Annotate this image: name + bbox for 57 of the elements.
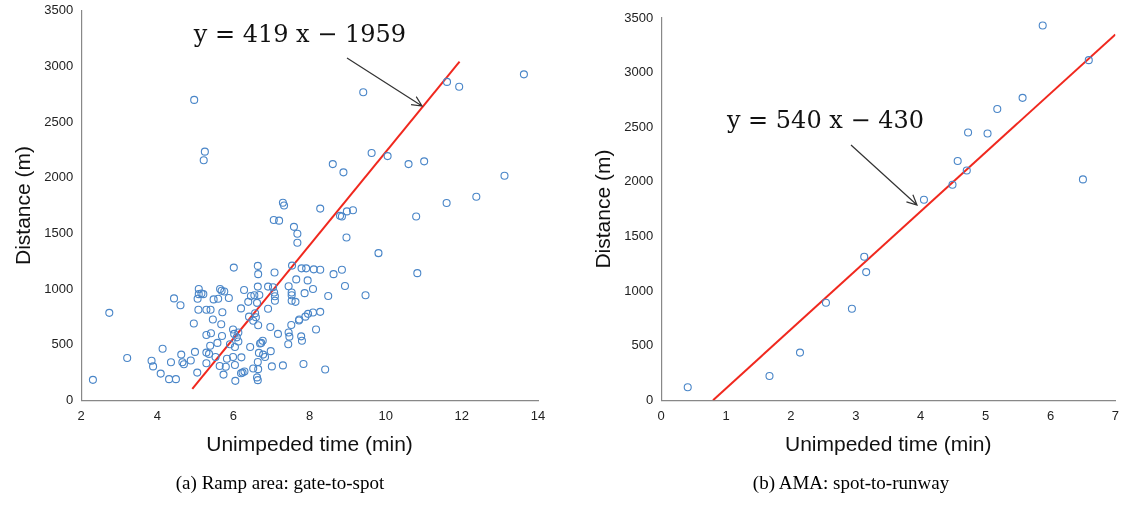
annotation: y = 419 x − 1959 [192, 20, 407, 49]
x-tick-label: 7 [1111, 407, 1119, 423]
y-tick-label: 3000 [624, 64, 654, 80]
point [847, 304, 856, 313]
x-tick-label: 3 [852, 407, 860, 423]
point [983, 129, 992, 138]
point [948, 180, 957, 189]
x-tick-label: 5 [981, 407, 990, 423]
point [860, 252, 869, 261]
point [1018, 93, 1027, 102]
text: (b) AMA: spot-to-runway [751, 472, 951, 494]
y-tick-label: 0 [645, 391, 654, 407]
y-tick-label: 2000 [44, 169, 74, 185]
x-tick-label: 4 [917, 407, 925, 423]
annotation: y = 540 x − 430 [725, 105, 924, 134]
text: (a) Ramp area: gate-to-spot [174, 472, 386, 494]
x-tick-label: 8 [305, 407, 314, 423]
y-tick-label: 2000 [624, 173, 654, 189]
point [1038, 21, 1047, 30]
point [765, 372, 774, 381]
y-tick-label: 1000 [624, 282, 654, 298]
y-tick-label: 0 [65, 391, 74, 407]
point [1084, 56, 1093, 65]
point [993, 105, 1002, 114]
x-tick-label: 6 [229, 407, 238, 423]
point [919, 195, 928, 204]
y-tick-label: 1500 [44, 224, 74, 240]
y-axis-title: Distance (m) [591, 149, 615, 269]
point [821, 298, 830, 307]
point [862, 268, 871, 277]
point [962, 166, 971, 175]
y-axis-title: Distance (m) [11, 145, 35, 266]
y-tick-label: 3000 [44, 58, 74, 74]
x-tick-label: 12 [454, 407, 470, 423]
x-tick-label: 10 [378, 407, 393, 423]
x-tick-label: 0 [657, 407, 665, 423]
x-tick-label: 14 [530, 407, 546, 423]
y-tick-label: 500 [51, 336, 74, 352]
y-tick-label: 1500 [624, 227, 654, 243]
point [795, 348, 805, 357]
point [953, 157, 962, 166]
y-tick-label: 2500 [624, 118, 654, 134]
x-tick-label: 6 [1046, 407, 1055, 423]
y-tick-label: 500 [631, 337, 654, 353]
point [1078, 175, 1087, 184]
y-tick-label: 2500 [44, 113, 74, 129]
point [683, 383, 692, 392]
x-tick-label: 1 [722, 407, 730, 423]
y-tick-label: 1000 [44, 280, 74, 296]
x-tick-label: 2 [77, 407, 85, 423]
x-tick-label: 2 [787, 407, 795, 423]
y-tick-label: 3500 [44, 2, 74, 18]
x-axis-title: Unimpeded time (min) [784, 432, 992, 456]
x-axis-title: Unimpeded time (min) [206, 432, 413, 456]
x-tick-label: 4 [153, 407, 161, 423]
y-tick-label: 3500 [624, 9, 654, 25]
point [964, 128, 973, 137]
